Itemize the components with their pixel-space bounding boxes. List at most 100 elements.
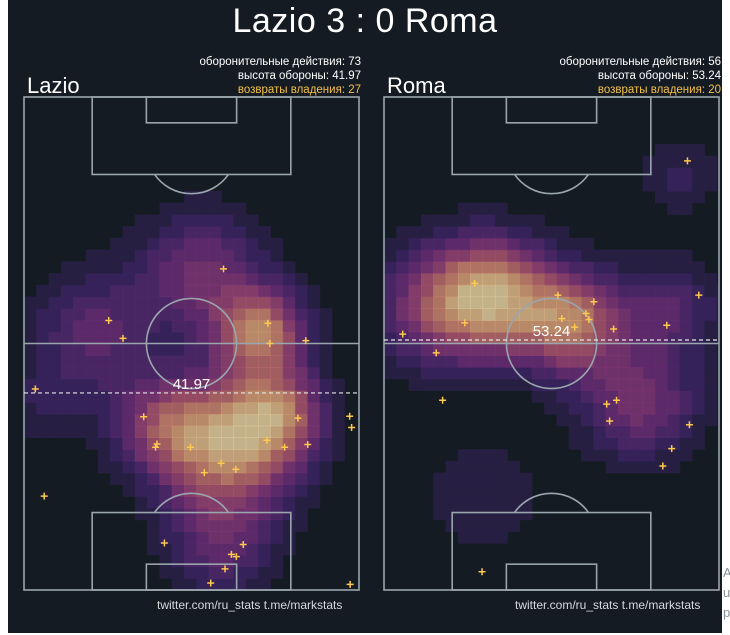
- heat-cell: [233, 449, 247, 462]
- heat-cell: [642, 343, 656, 356]
- heat-cell: [270, 273, 284, 286]
- heat-cell: [171, 214, 185, 227]
- heat-cell: [494, 308, 508, 321]
- heat-cell: [233, 507, 247, 521]
- heat-cell: [556, 249, 570, 262]
- heat-cell: [507, 355, 521, 368]
- defensive-action-marker: [266, 340, 274, 347]
- heat-cell: [196, 320, 210, 333]
- heat-cell: [221, 425, 234, 439]
- heat-cell: [24, 402, 37, 415]
- heat-cell: [716, 296, 719, 309]
- heat-cell: [60, 366, 74, 380]
- heat-cell: [85, 413, 99, 427]
- heat-cell: [294, 273, 308, 286]
- heat-cell: [258, 578, 271, 590]
- heat-cell: [396, 355, 410, 368]
- heat-cell: [618, 308, 631, 321]
- heat-cell: [581, 237, 594, 251]
- heat-cell: [282, 496, 296, 509]
- heat-cell: [470, 460, 484, 474]
- heat-cell: [221, 437, 234, 450]
- heat-cell: [319, 460, 333, 474]
- heat-cell: [171, 543, 185, 556]
- heat-cell: [667, 390, 681, 403]
- heat-cell: [482, 284, 496, 298]
- heat-cell: [593, 390, 607, 403]
- heat-cell: [630, 261, 644, 274]
- heat-cell: [307, 390, 321, 403]
- heat-cell: [667, 425, 681, 439]
- heat-cell: [36, 402, 50, 415]
- lazio-possession-regains: возвраты владения: 27: [237, 84, 361, 96]
- heat-cell: [420, 214, 434, 227]
- heat-cell: [208, 343, 222, 356]
- heat-cell: [196, 331, 210, 345]
- heat-cell: [457, 261, 471, 274]
- heat-cell: [110, 355, 124, 368]
- heat-cell: [258, 472, 271, 485]
- heat-cell: [97, 437, 111, 450]
- heat-cell: [519, 296, 533, 309]
- defensive-action-marker: [304, 440, 312, 448]
- heat-cell: [667, 202, 681, 215]
- heat-cell: [294, 308, 308, 321]
- heat-cell: [691, 355, 705, 368]
- heat-cell: [667, 366, 681, 380]
- heat-cell: [445, 378, 459, 392]
- heat-cell: [691, 366, 705, 380]
- heat-cell: [531, 284, 545, 298]
- heat-cell: [221, 273, 234, 286]
- heat-cell: [233, 472, 247, 485]
- heat-cell: [282, 355, 296, 368]
- heat-cell: [60, 273, 74, 286]
- heat-cell: [605, 460, 619, 474]
- heat-cell: [470, 449, 484, 462]
- heat-cell: [593, 261, 607, 274]
- action-markers: [399, 157, 703, 576]
- heat-cell: [568, 343, 582, 356]
- heat-cell: [196, 355, 210, 368]
- heat-cell: [171, 343, 185, 356]
- heat-cell: [270, 284, 284, 298]
- heat-cell: [384, 284, 397, 298]
- heat-cell: [233, 320, 247, 333]
- heat-cell: [184, 425, 198, 439]
- heat-cell: [36, 378, 50, 392]
- defensive-action-marker: [217, 459, 225, 467]
- heat-cell: [196, 554, 210, 568]
- heat-cell: [282, 343, 296, 356]
- heat-cell: [319, 449, 333, 462]
- heat-cell: [654, 355, 668, 368]
- heat-cell: [457, 460, 471, 474]
- heat-cell: [258, 519, 271, 532]
- heat-cell: [122, 343, 136, 356]
- heat-cell: [642, 273, 656, 286]
- heat-cell: [171, 331, 185, 345]
- heat-cell: [704, 308, 718, 321]
- defensive-action-marker: [207, 579, 215, 587]
- heat-cell: [581, 284, 594, 298]
- heat-cell: [122, 308, 136, 321]
- defensive-action-marker: [294, 414, 302, 422]
- heat-cell: [85, 366, 99, 380]
- heat-cell: [531, 249, 545, 262]
- heat-cell: [507, 484, 521, 497]
- heat-cell: [704, 296, 718, 309]
- defensive-action-marker: [152, 443, 160, 451]
- heat-cell: [110, 437, 124, 450]
- heat-cell: [482, 449, 496, 462]
- heat-cell: [208, 425, 222, 439]
- roma-defensive-actions: оборонительные действия: 56: [559, 56, 722, 68]
- heat-cell: [654, 390, 668, 403]
- heat-cell: [408, 308, 422, 321]
- heat-cell: [605, 402, 619, 415]
- heat-cell: [331, 413, 345, 427]
- heat-cell: [258, 378, 271, 392]
- heat-cell: [159, 237, 173, 251]
- heat-cell: [445, 214, 459, 227]
- heat-cell: [184, 355, 198, 368]
- lazio-defense-height: высота обороны: 41.97: [237, 70, 361, 82]
- heat-cell: [384, 296, 397, 309]
- heat-cell: [457, 331, 471, 345]
